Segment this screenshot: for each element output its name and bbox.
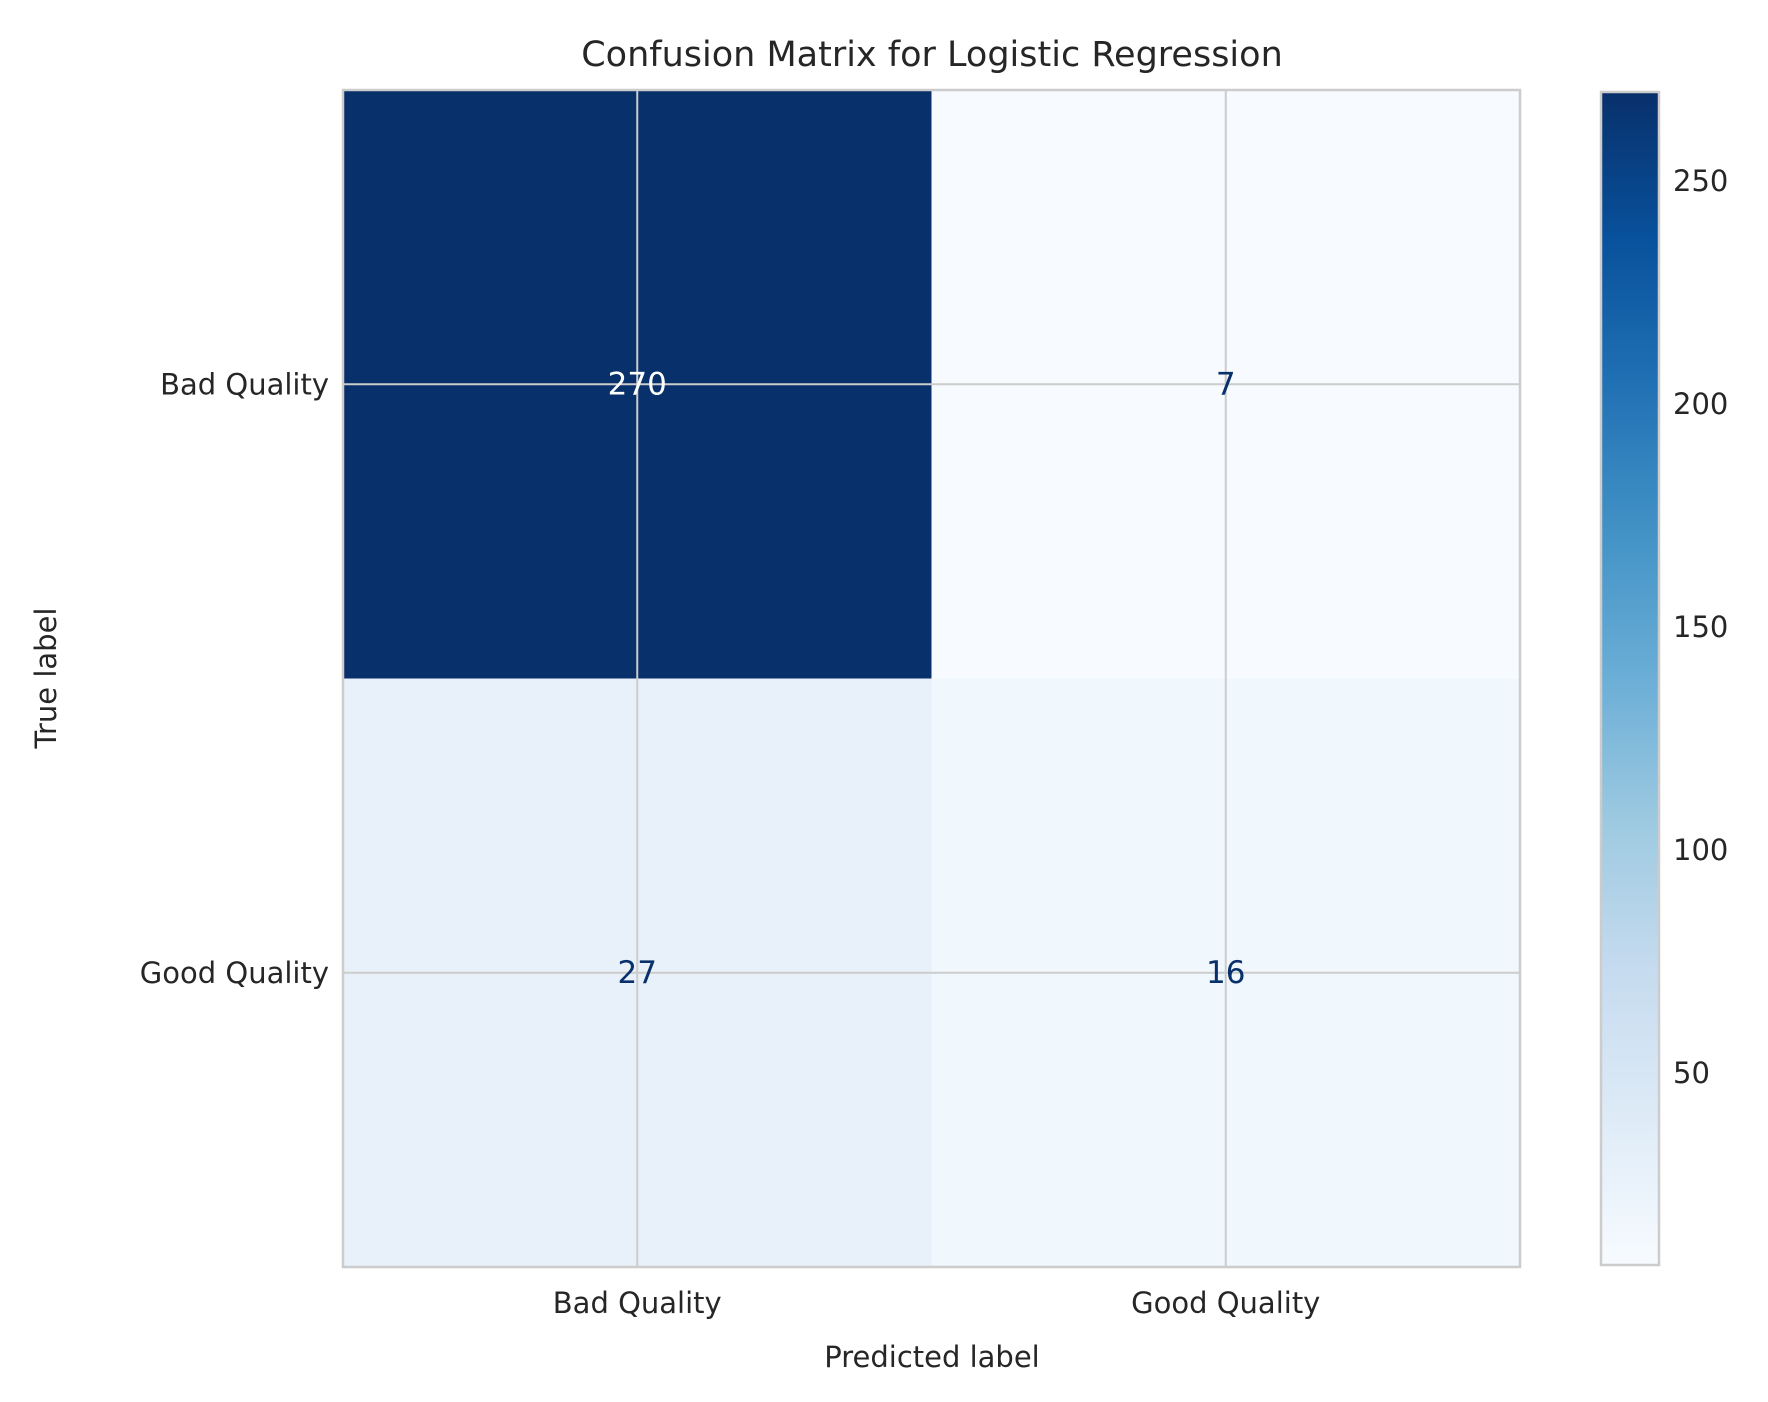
cell-value-labels: 270 7 27 16 [608,366,1246,991]
y-axis-label: True label [29,608,63,750]
x-tick-label: Good Quality [1131,1286,1320,1320]
colorbar-tick-label: 150 [1673,610,1728,644]
y-tick-labels: Bad Quality Good Quality [140,367,329,990]
x-tick-label: Bad Quality [553,1286,722,1320]
colorbar-tick-label: 250 [1673,164,1728,198]
colorbar [1601,92,1659,1265]
colorbar-frame [1599,90,1661,1267]
x-axis-label: Predicted label [824,1340,1040,1374]
colorbar-tick-label: 100 [1673,833,1728,867]
heatmap-cells [343,90,1521,1268]
colorbar-tick-labels: 50 100 150 200 250 [1673,164,1728,1090]
cell-value-1-0: 27 [618,955,657,991]
cell-value-0-1: 7 [1216,366,1236,402]
y-tick-label: Good Quality [140,956,329,990]
x-tick-labels: Bad Quality Good Quality [553,1286,1321,1320]
chart-title: Confusion Matrix for Logistic Regression [581,35,1283,75]
cell-value-0-0: 270 [608,366,667,402]
plot-frame [341,88,1522,1269]
colorbar-tick-label: 50 [1673,1056,1710,1090]
colorbar-tick-label: 200 [1673,387,1728,421]
y-tick-label: Bad Quality [160,367,329,401]
cell-value-1-1: 16 [1206,955,1245,991]
grid-lines [343,90,1520,1267]
